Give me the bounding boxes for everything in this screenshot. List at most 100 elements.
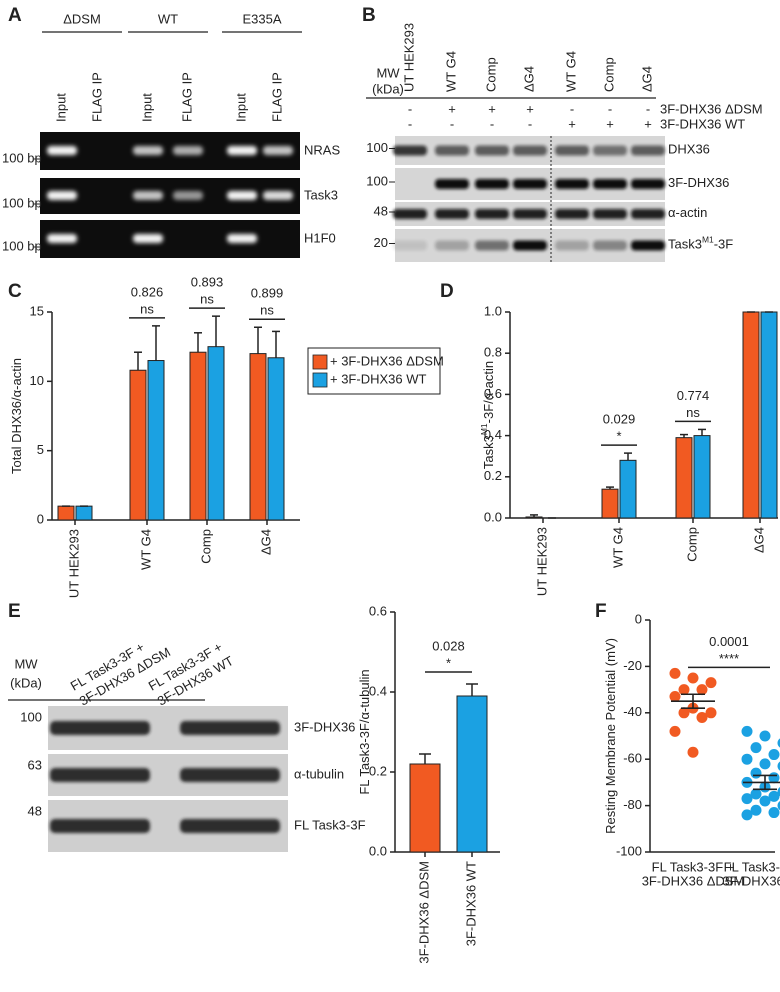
gel-band <box>227 146 257 155</box>
data-point <box>750 742 762 754</box>
x-tick-label: 3F-DHX36 WT <box>463 861 478 946</box>
bar <box>57 505 75 521</box>
blot-band <box>435 209 469 219</box>
blot-band <box>555 179 589 189</box>
error-bar <box>212 315 220 347</box>
blot-band <box>631 179 665 189</box>
blot-band <box>435 240 469 251</box>
p-value: 0.028 <box>432 638 465 653</box>
lane-label: FLAG IP <box>179 72 194 122</box>
blot-band <box>50 768 150 782</box>
condition-sign: - <box>450 116 454 131</box>
error-bar <box>134 351 142 371</box>
significance: * <box>446 655 451 670</box>
row-label: H1F0 <box>304 230 336 245</box>
data-point <box>669 691 681 703</box>
panel-letter: A <box>8 5 22 26</box>
data-point <box>669 667 681 679</box>
row-label: DHX36 <box>668 142 710 157</box>
data-point <box>705 707 717 719</box>
gel-band <box>173 191 203 200</box>
y-tick-label: 0.0 <box>369 843 387 858</box>
lane-label: FLAG IP <box>269 72 284 122</box>
significance: ns <box>260 303 274 318</box>
row-label-part: 3F-DHX36 <box>668 175 729 190</box>
data-point <box>777 761 780 771</box>
y-tick-label: 0.2 <box>484 468 502 483</box>
data-point <box>750 788 762 800</box>
data-point <box>687 672 699 684</box>
x-tick-label: Comp <box>198 529 213 564</box>
condition-sign: - <box>490 116 494 131</box>
condition-sign: - <box>646 101 650 116</box>
data-point <box>741 809 753 821</box>
gel-band <box>47 146 77 155</box>
bar <box>409 763 441 853</box>
condition-sign: - <box>608 101 612 116</box>
mw-marker: 48 <box>374 203 388 218</box>
y-tick-label: 0.0 <box>484 509 502 524</box>
y-tick-label: -60 <box>623 751 642 766</box>
bar <box>147 360 165 521</box>
blot-band <box>513 240 547 251</box>
row-label: 3F-DHX36 <box>668 175 729 190</box>
row-label: α-tubulin <box>294 766 344 781</box>
x-tick-label: FL Task3-3F + <box>652 859 735 874</box>
y-tick-label: 0.8 <box>484 345 502 360</box>
panel-letter: C <box>8 281 22 302</box>
y-tick-label: 0.4 <box>369 683 387 698</box>
bar <box>619 459 637 519</box>
bar <box>525 516 543 519</box>
condition-label: 3F-DHX36 WT <box>660 116 745 131</box>
bar <box>601 488 619 519</box>
row-label: α-actin <box>668 205 707 220</box>
gel-band <box>173 146 203 155</box>
lane-label: WT G4 <box>443 51 458 92</box>
lane-label: Comp <box>483 57 498 92</box>
blot-band <box>593 240 627 251</box>
mw-label: MW <box>14 656 38 671</box>
mw-marker: 100 <box>366 140 388 155</box>
blot-band <box>50 819 150 833</box>
row-label: Task3M1-3F <box>668 235 733 252</box>
row-label: FL Task3-3F <box>294 817 366 832</box>
blot-band <box>593 209 627 219</box>
error-bar <box>681 693 705 709</box>
blot-band <box>475 179 509 189</box>
row-label-part: M1 <box>702 235 714 245</box>
kda-label: (kDa) <box>10 675 42 690</box>
y-tick-label: 0 <box>635 611 642 626</box>
y-axis-label-part: -3F/α-actin <box>481 361 496 423</box>
x-tick-label: WT G4 <box>138 529 153 570</box>
bar <box>75 505 93 521</box>
lane-label: ΔG4 <box>521 66 536 92</box>
mw-marker: 48 <box>28 803 42 818</box>
error-bar <box>254 326 262 354</box>
data-point <box>741 753 753 765</box>
blot-band <box>180 768 280 782</box>
size-marker: 100 bp <box>2 238 42 253</box>
condition-label: 3F-DHX36 ΔDSM <box>660 101 763 116</box>
error-bar <box>530 514 538 517</box>
mw-marker: 100 <box>20 709 42 724</box>
data-point <box>768 790 780 802</box>
data-point <box>750 767 762 779</box>
gel-band <box>263 191 293 200</box>
panel-letter: F <box>595 601 607 622</box>
error-bar <box>624 452 632 461</box>
blot-band <box>475 145 509 156</box>
y-axis-label-part: Resting Membrane Potential (mV) <box>603 638 618 834</box>
data-point <box>750 804 762 816</box>
condition-sign: - <box>408 101 412 116</box>
y-axis-label-part: Task3 <box>481 435 496 469</box>
error-bar <box>419 753 431 764</box>
y-tick-label: 0.6 <box>369 603 387 618</box>
blot-band <box>475 240 509 251</box>
x-tick-label: UT HEK293 <box>534 527 549 596</box>
lane-label: UT HEK293 <box>401 23 416 92</box>
y-axis-label: FL Task3-3F/α-tubulin <box>357 669 372 794</box>
data-point <box>696 711 708 723</box>
bar <box>456 695 488 853</box>
gel-band <box>227 234 257 243</box>
